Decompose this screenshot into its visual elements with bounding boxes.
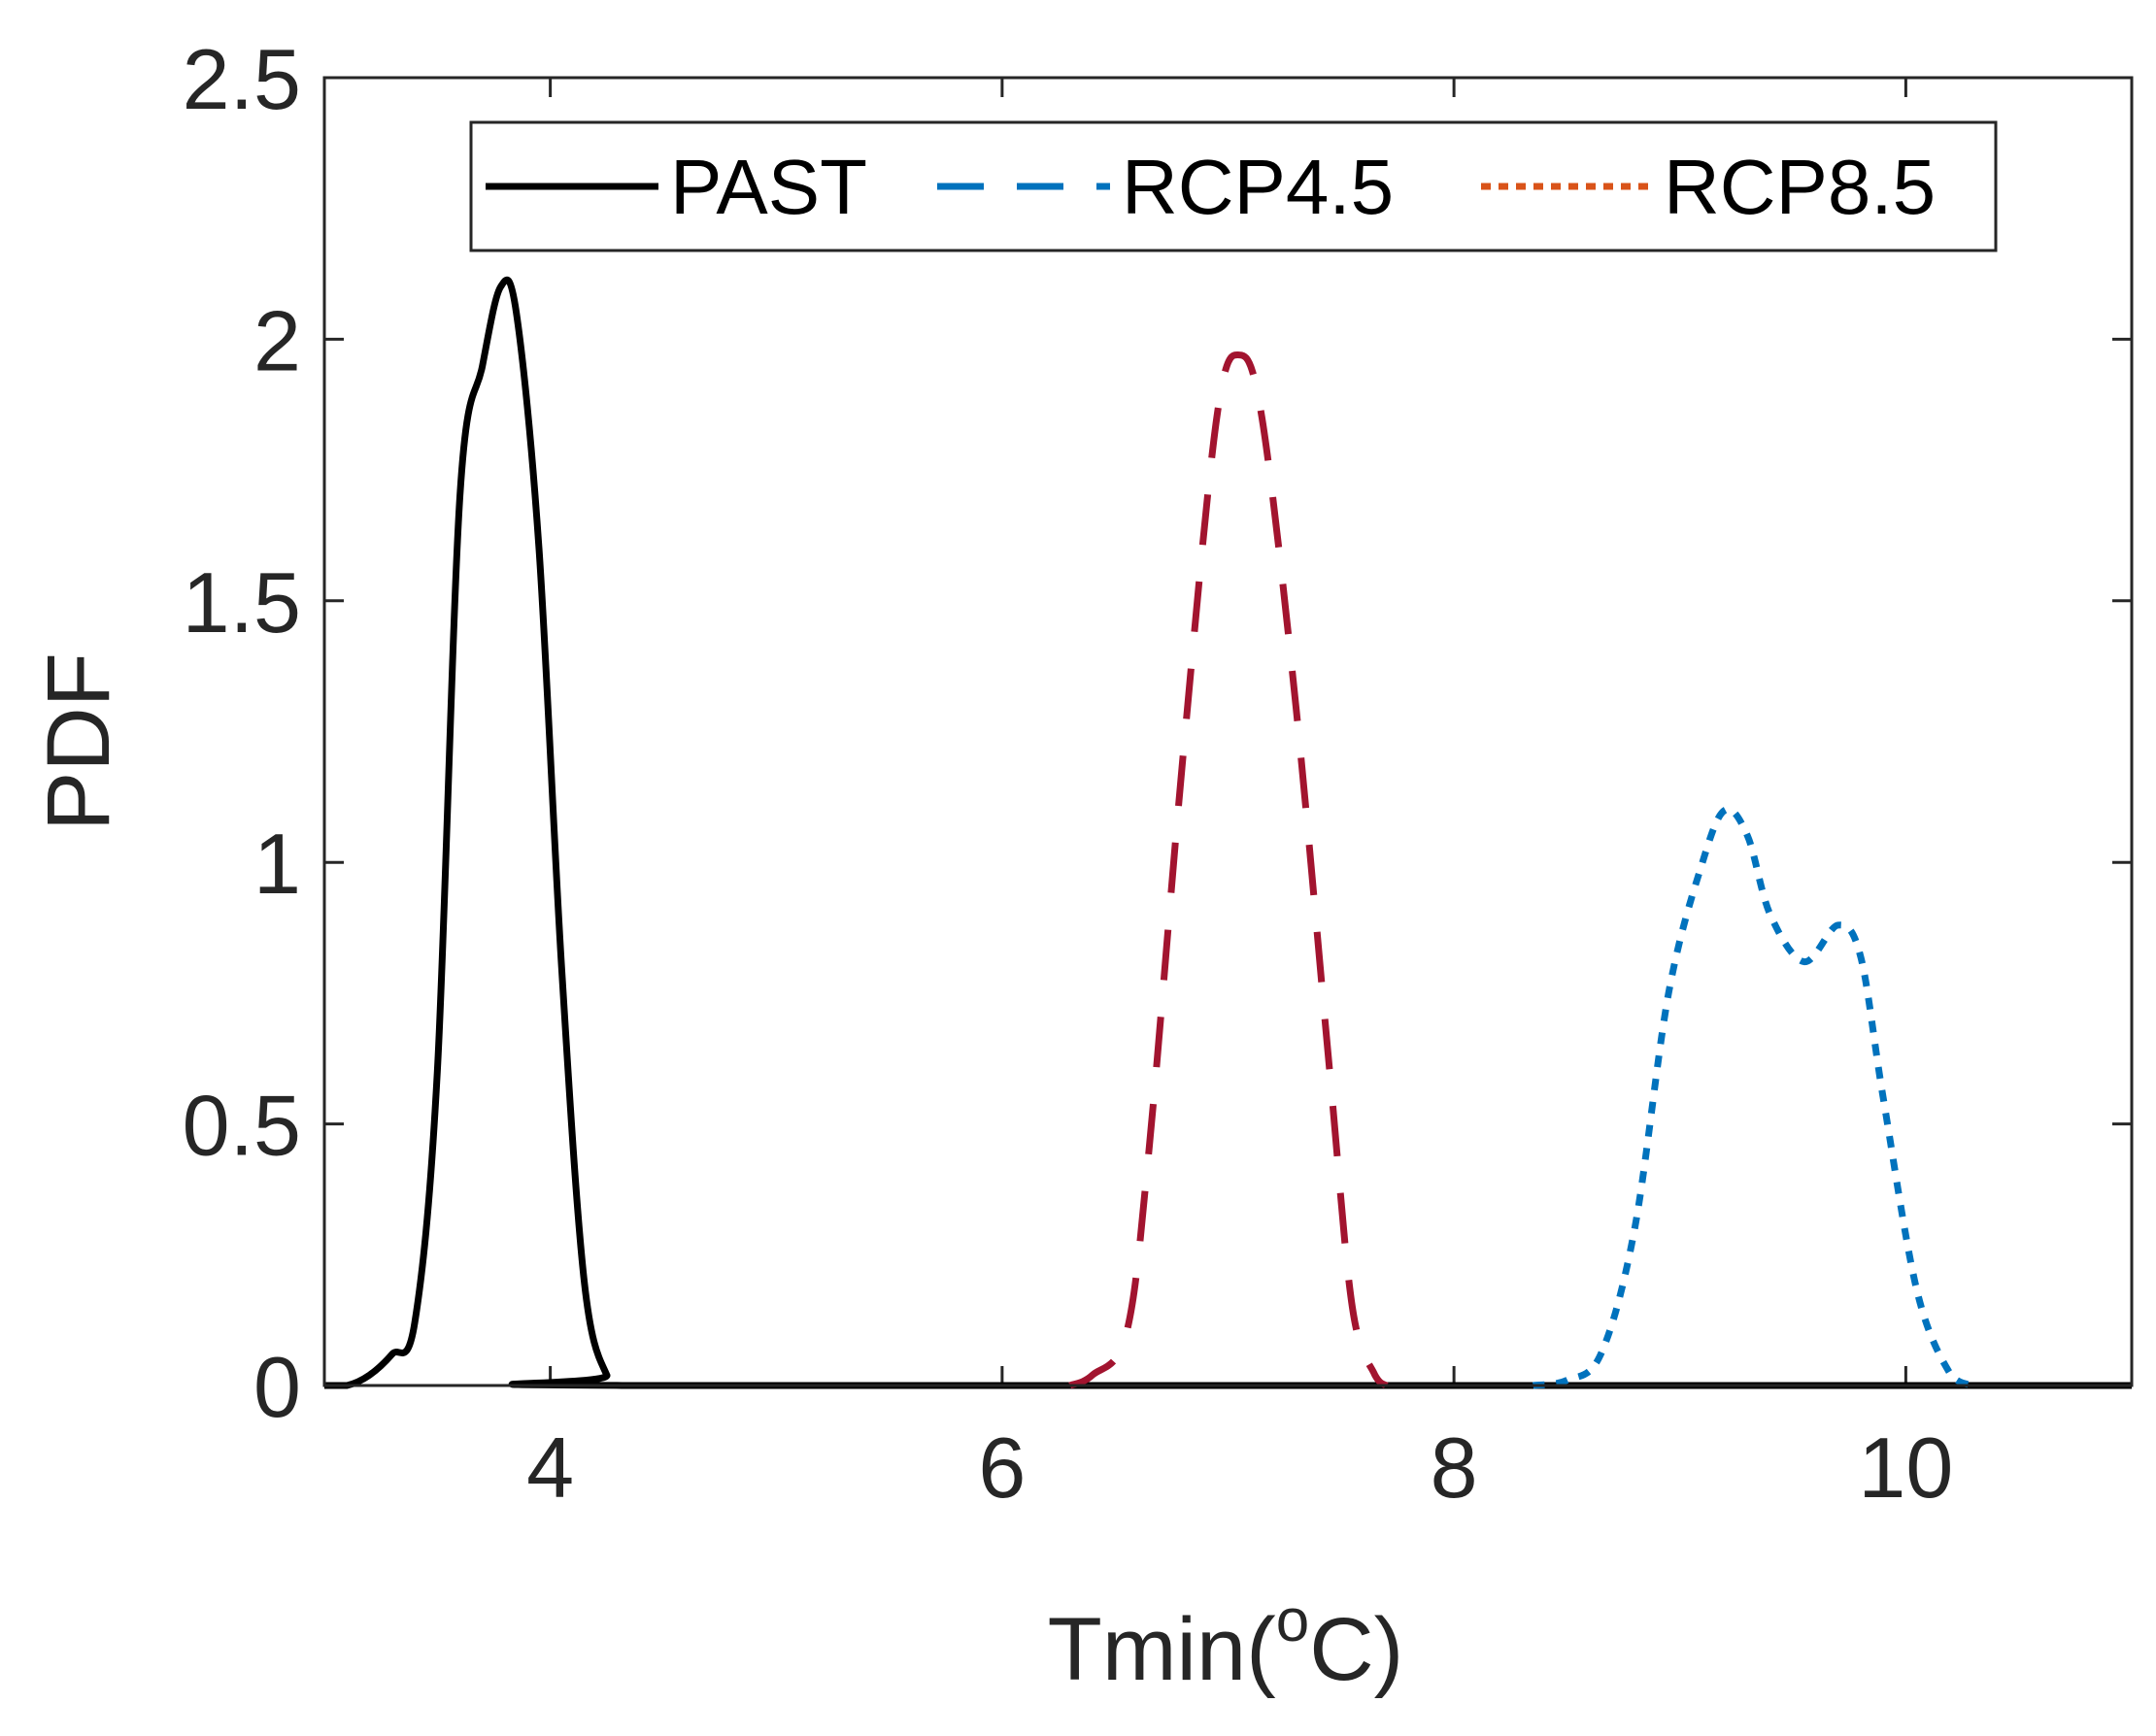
y-tick-labels: 0 0.5 1 1.5 2 2.5 xyxy=(183,31,301,1435)
legend-box xyxy=(469,120,1998,252)
legend: PAST RCP4.5 RCP8.5 xyxy=(469,120,1998,252)
y-tick-label: 0 xyxy=(253,1339,301,1435)
x-tick-label: 10 xyxy=(1858,1419,1953,1516)
legend-label-rcp85: RCP8.5 xyxy=(1664,144,1936,230)
legend-label-past: PAST xyxy=(670,144,867,230)
x-axis-title-suffix: C) xyxy=(1309,1600,1403,1699)
y-tick-label: 0.5 xyxy=(183,1078,301,1174)
x-tick-label: 8 xyxy=(1431,1419,1478,1516)
x-tick-labels: 4 6 8 10 xyxy=(526,1419,1953,1516)
y-tick-label: 1 xyxy=(253,816,301,912)
x-tick-label: 4 xyxy=(526,1419,574,1516)
legend-label-rcp45: RCP4.5 xyxy=(1122,144,1394,230)
y-tick-label: 2 xyxy=(253,292,301,388)
plot-frame xyxy=(322,76,2134,1387)
x-axis-title-sup: o xyxy=(1276,1587,1309,1654)
series-line-rcp45 xyxy=(1068,351,1389,1389)
x-tick-label: 6 xyxy=(978,1419,1026,1516)
y-tick-label: 1.5 xyxy=(183,554,301,651)
x-axis-title-main: Tmin( xyxy=(1048,1600,1276,1699)
x-axis-title: Tmin(oC) xyxy=(1048,1587,1404,1699)
y-tick-label: 2.5 xyxy=(183,31,301,127)
series-line-rcp85 xyxy=(1533,806,1975,1389)
y-axis-title: PDF xyxy=(29,652,128,831)
